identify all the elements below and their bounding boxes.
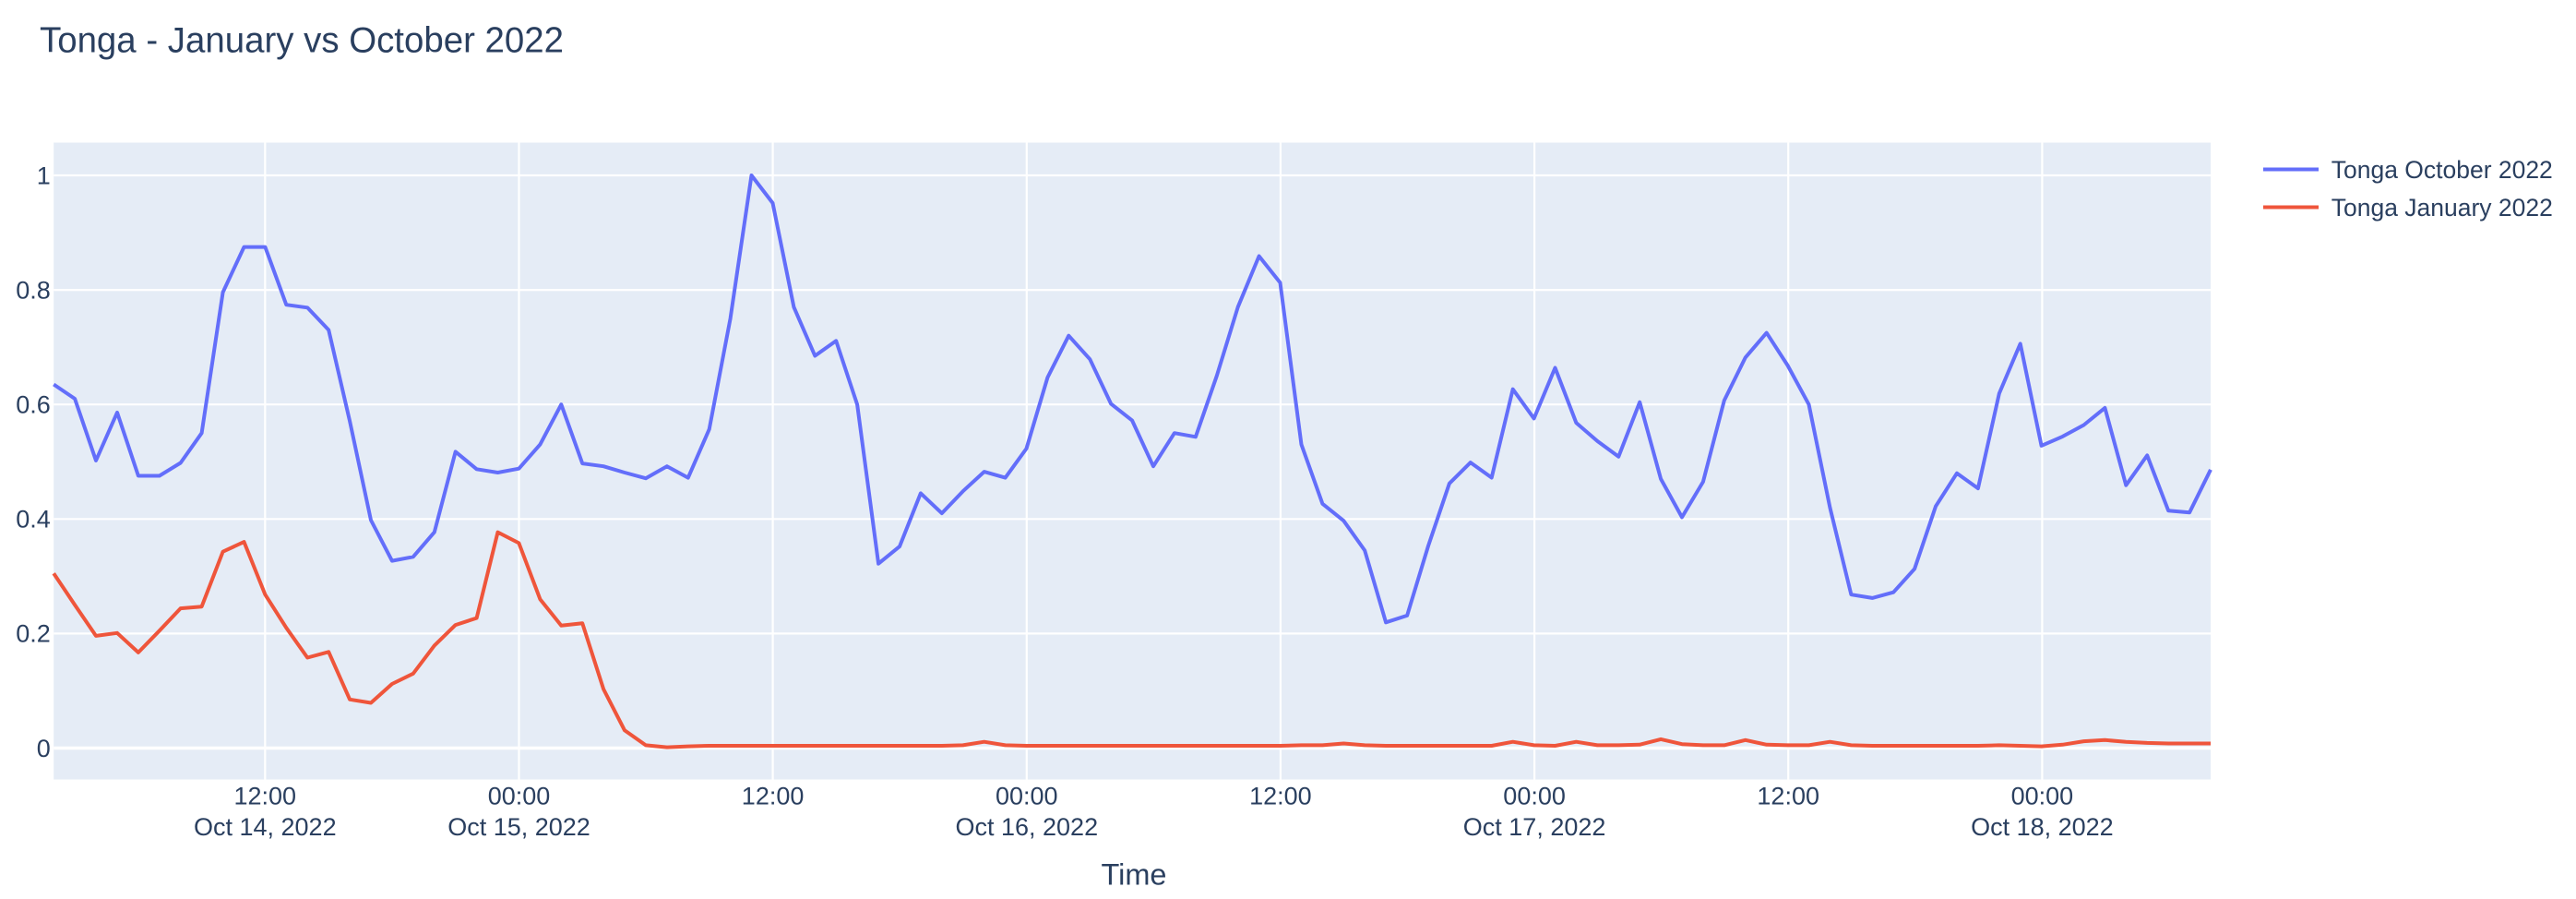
svg-text:Oct 15, 2022: Oct 15, 2022 <box>447 813 590 841</box>
svg-text:Oct 14, 2022: Oct 14, 2022 <box>194 813 337 841</box>
svg-text:Tonga - January vs October 202: Tonga - January vs October 2022 <box>40 21 564 61</box>
svg-text:Time: Time <box>1101 858 1166 892</box>
svg-text:00:00: 00:00 <box>488 782 551 809</box>
svg-text:Tonga January 2022: Tonga January 2022 <box>2332 194 2553 222</box>
svg-text:12:00: 12:00 <box>742 782 805 809</box>
svg-text:00:00: 00:00 <box>996 782 1058 809</box>
svg-text:0.8: 0.8 <box>16 276 51 304</box>
svg-text:Tonga October 2022: Tonga October 2022 <box>2332 156 2553 184</box>
svg-text:12:00: 12:00 <box>1249 782 1312 809</box>
svg-text:00:00: 00:00 <box>2011 782 2074 809</box>
svg-text:00:00: 00:00 <box>1503 782 1566 809</box>
svg-text:1: 1 <box>37 162 51 189</box>
svg-text:12:00: 12:00 <box>234 782 297 809</box>
svg-text:Oct 16, 2022: Oct 16, 2022 <box>955 813 1098 841</box>
svg-text:12:00: 12:00 <box>1757 782 1819 809</box>
svg-text:Oct 17, 2022: Oct 17, 2022 <box>1463 813 1606 841</box>
svg-text:0: 0 <box>37 735 51 762</box>
svg-text:0.2: 0.2 <box>16 620 51 648</box>
svg-text:0.4: 0.4 <box>16 506 51 533</box>
svg-text:Oct 18, 2022: Oct 18, 2022 <box>1971 813 2114 841</box>
svg-text:0.6: 0.6 <box>16 391 51 419</box>
